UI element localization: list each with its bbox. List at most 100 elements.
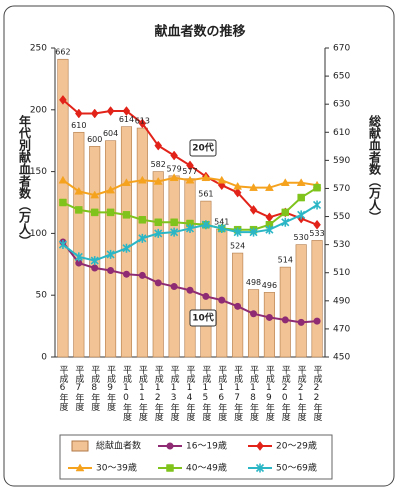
legend-box xyxy=(59,434,333,480)
bar xyxy=(200,200,212,358)
marker xyxy=(154,218,162,227)
marker xyxy=(90,256,99,266)
marker xyxy=(154,279,162,287)
marker xyxy=(106,185,116,194)
marker xyxy=(106,249,115,259)
marker xyxy=(138,216,147,224)
bar xyxy=(263,292,275,358)
marker xyxy=(297,318,305,326)
marker xyxy=(154,228,163,238)
bar xyxy=(295,244,307,358)
bar xyxy=(216,228,228,358)
y2-axis-label: 総献血者数（万人） xyxy=(368,114,382,223)
marker xyxy=(186,286,194,294)
marker xyxy=(122,270,130,278)
annotation: 10代 xyxy=(192,312,214,324)
y-axis-label: 年代別献血者数（万人） xyxy=(18,114,32,247)
marker xyxy=(201,220,210,230)
y-tick-label: 250 xyxy=(30,44,47,54)
callout-box xyxy=(189,309,217,327)
legend-marker xyxy=(166,442,174,450)
marker xyxy=(313,219,321,230)
frame xyxy=(3,5,395,487)
data-label: 541 xyxy=(214,218,229,227)
marker xyxy=(264,183,274,191)
y2-tick-label: 530 xyxy=(333,240,350,250)
bar xyxy=(105,140,117,358)
marker xyxy=(74,186,84,195)
y-tick-label: 50 xyxy=(36,291,48,301)
marker xyxy=(107,266,115,274)
bar xyxy=(57,58,69,358)
legend-label: 50～69歳 xyxy=(276,462,317,474)
marker xyxy=(58,240,68,250)
marker xyxy=(249,227,258,237)
marker xyxy=(170,150,178,161)
x-tick-label: 平成7年度 xyxy=(73,365,84,412)
data-label: 582 xyxy=(151,160,166,169)
marker xyxy=(90,108,99,119)
legend-label: 16～19歳 xyxy=(186,440,227,452)
x-tick-label: 平成11年度 xyxy=(137,365,148,422)
x-tick-label: 平成9年度 xyxy=(105,365,116,412)
marker xyxy=(312,200,322,210)
bar xyxy=(184,178,196,358)
x-tick-label: 平成20年度 xyxy=(280,365,291,422)
y2-tick-label: 490 xyxy=(333,296,350,306)
y2-tick-label: 510 xyxy=(333,268,350,278)
marker xyxy=(250,310,258,318)
legend-marker xyxy=(255,463,265,473)
marker xyxy=(281,217,290,227)
marker xyxy=(170,283,178,291)
legend-swatch xyxy=(71,440,89,452)
y-tick-label: 150 xyxy=(30,167,47,177)
y2-tick-label: 630 xyxy=(333,100,350,110)
marker xyxy=(90,190,100,199)
data-label: 579 xyxy=(166,164,181,173)
data-label: 577 xyxy=(182,167,197,176)
data-label: 561 xyxy=(198,190,213,199)
data-label: 533 xyxy=(309,229,324,238)
data-label: 496 xyxy=(262,281,277,290)
data-label: 514 xyxy=(278,256,293,265)
bar xyxy=(73,131,85,358)
legend-marker xyxy=(166,464,174,472)
marker xyxy=(59,198,67,207)
x-tick-label: 平成19年度 xyxy=(264,365,275,422)
y2-tick-label: 450 xyxy=(333,353,350,363)
marker xyxy=(138,118,147,129)
marker xyxy=(296,178,306,186)
chart-title: 献血者数の推移 xyxy=(154,24,245,40)
y-tick-label: 100 xyxy=(30,229,47,239)
marker xyxy=(217,175,227,184)
marker xyxy=(234,302,242,310)
marker xyxy=(122,243,131,253)
x-tick-label: 平成8年度 xyxy=(89,365,100,412)
y2-tick-label: 670 xyxy=(333,44,350,54)
marker xyxy=(233,181,243,190)
marker xyxy=(75,108,83,119)
marker xyxy=(218,296,226,304)
marker xyxy=(297,210,306,220)
marker xyxy=(106,208,115,217)
data-label: 600 xyxy=(87,135,102,144)
marker xyxy=(281,208,290,217)
y-tick-label: 0 xyxy=(41,353,47,363)
marker xyxy=(265,313,273,321)
x-tick-label: 平成6年度 xyxy=(57,365,68,412)
marker xyxy=(202,292,210,300)
marker xyxy=(75,259,83,267)
x-tick-label: 平成12年度 xyxy=(153,365,164,422)
data-label: 614 xyxy=(119,115,134,124)
data-label: 610 xyxy=(71,121,86,130)
legend-label: 総献血者数 xyxy=(96,440,141,452)
callout-box xyxy=(189,139,217,157)
marker xyxy=(265,225,274,235)
marker xyxy=(233,227,242,237)
y2-tick-label: 590 xyxy=(333,156,350,166)
marker xyxy=(249,183,258,191)
marker xyxy=(138,271,146,279)
data-label: 613 xyxy=(135,117,150,126)
marker xyxy=(153,176,163,185)
